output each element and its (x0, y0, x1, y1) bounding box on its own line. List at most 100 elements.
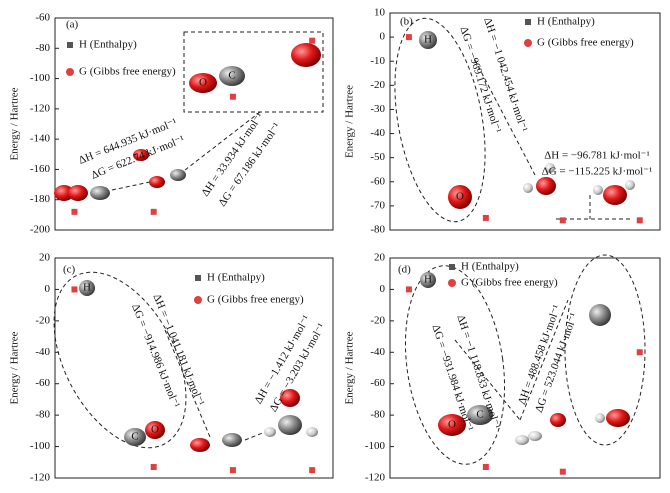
legend-label: G (Gibbs free energy) (461, 277, 558, 289)
atom-label: O (448, 419, 456, 431)
molecule-atom (54, 185, 74, 201)
data-point (405, 34, 412, 41)
plot-frame (389, 257, 661, 479)
molecule-atom (550, 413, 566, 427)
legend-label: G (Gibbs free energy) (537, 37, 634, 49)
y-tick-label: -140 (30, 133, 51, 145)
y-tick-label: -180 (30, 193, 51, 205)
molecule-atom (68, 185, 88, 201)
panel-label: (b) (400, 16, 413, 28)
y-tick-label: -10 (370, 55, 385, 67)
molecule-atom (536, 177, 556, 195)
y-axis-label: Energy / Hartree (9, 87, 21, 160)
molecule-atom (170, 169, 186, 181)
y-tick-label: -20 (370, 314, 385, 326)
data-point (71, 286, 78, 293)
y-tick-label: -40 (370, 127, 385, 139)
legend-label: H (Enthalpy) (461, 261, 519, 273)
y-tick-label: -120 (30, 472, 51, 484)
annotation: ΔG = −115.225 kJ·mol⁻¹ (542, 166, 653, 178)
y-tick-label: -120 (365, 472, 386, 484)
y-axis-label: Energy / Hartree (344, 331, 356, 404)
plot-frame (54, 17, 334, 231)
molecule-atom (589, 304, 611, 326)
molecule-atom (149, 176, 165, 188)
y-tick-label: -100 (30, 72, 51, 84)
molecule-atom (419, 31, 437, 49)
molecule-atom (278, 415, 302, 435)
molecule-atom (145, 421, 165, 439)
y-tick-label: -160 (30, 163, 51, 175)
data-point (229, 467, 236, 474)
data-point (150, 464, 157, 470)
data-point (150, 208, 157, 215)
molecule-atom (189, 73, 217, 93)
y-tick-label: 20 (374, 252, 386, 264)
data-point (559, 468, 566, 475)
y-axis-label: Energy / Hartree (9, 331, 21, 404)
legend-marker (525, 19, 531, 25)
panel-label: (a) (66, 19, 79, 31)
y-tick-label: -60 (370, 377, 385, 389)
y-tick-label: -30 (370, 103, 385, 115)
legend-label: H (Enthalpy) (537, 16, 595, 28)
y-tick-label: -70 (370, 199, 385, 211)
legend-marker (66, 68, 74, 76)
decorations (53, 17, 646, 465)
legend-marker (449, 264, 455, 270)
y-tick-label: -200 (30, 224, 51, 236)
data-point (636, 217, 643, 224)
legend-marker (67, 42, 73, 48)
data-point (559, 217, 566, 224)
atom-label: C (476, 409, 483, 421)
molecule-atom (420, 272, 436, 288)
y-tick-label: -60 (35, 12, 50, 24)
y-tick-label: -40 (35, 346, 50, 358)
y-tick-label: -20 (370, 79, 385, 91)
y-tick-label: -80 (370, 224, 385, 236)
panel-label: (c) (63, 264, 76, 276)
annotation: ΔH = −96.781 kJ·mol⁻¹ (544, 150, 650, 162)
y-tick-label: 0 (380, 283, 386, 295)
y-tick-label: -60 (35, 377, 50, 389)
plot-frame (389, 12, 661, 231)
molecule-atom (79, 280, 95, 296)
molecule-atom (448, 185, 472, 209)
y-axis-label: Energy / Hartree (344, 85, 356, 158)
data-point (482, 464, 489, 470)
plot-frame (54, 257, 334, 479)
legend-label: G (Gibbs free energy) (207, 294, 304, 306)
molecule-atom (222, 433, 242, 447)
legend-marker (448, 279, 456, 287)
molecule-atom (280, 389, 300, 407)
molecule-atom (133, 149, 149, 161)
y-tick-label: -60 (370, 175, 385, 187)
molecule-atom (606, 409, 630, 427)
molecule-atom (438, 414, 466, 436)
atom-label: C (131, 431, 138, 443)
data-point (482, 214, 489, 221)
panel-label: (d) (398, 264, 411, 276)
data-point (636, 349, 643, 356)
atom-label: H (424, 34, 432, 46)
y-tick-label: -80 (35, 42, 50, 54)
molecule-atom (264, 427, 276, 437)
y-tick-label: -50 (370, 151, 385, 163)
y-tick-label: -100 (365, 440, 386, 452)
y-tick-label: 20 (39, 252, 51, 264)
data-point (229, 93, 236, 100)
data-point (309, 467, 316, 474)
y-tick-label: -20 (35, 314, 50, 326)
data-point (405, 286, 412, 293)
molecule-atom (595, 413, 605, 423)
y-tick-label: -120 (30, 102, 51, 114)
annotation: ΔG = −914.986 kJ·mol⁻¹ (129, 302, 182, 409)
y-tick-label: -40 (370, 346, 385, 358)
y-tick-label: 0 (380, 31, 386, 43)
y-tick-label: -100 (30, 440, 51, 452)
molecule-atom (219, 66, 245, 86)
y-tick-label: -80 (370, 409, 385, 421)
legend-marker (195, 275, 201, 281)
molecule-atom (523, 183, 533, 193)
